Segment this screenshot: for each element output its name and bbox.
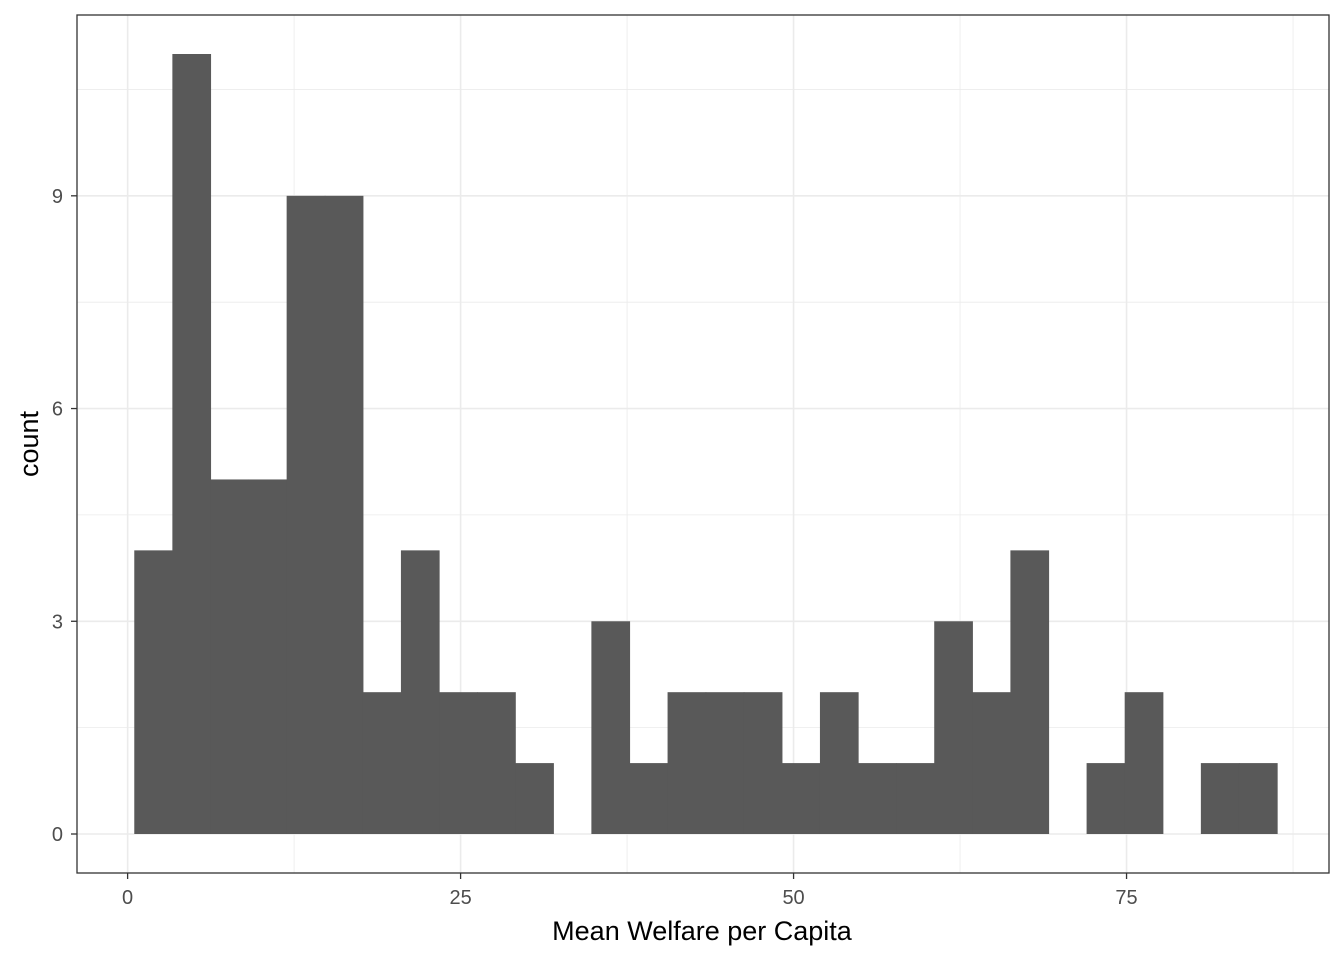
histogram-bar — [705, 692, 745, 834]
x-axis-ticks: 0 25 50 75 — [122, 873, 1138, 909]
histogram-bar — [134, 550, 173, 834]
histogram-bar — [1010, 550, 1050, 834]
histogram-bar — [1086, 763, 1126, 834]
y-tick-label: 0 — [52, 824, 63, 846]
histogram-bar — [324, 195, 364, 834]
histogram-bar — [515, 763, 554, 834]
histogram-bar — [858, 763, 897, 834]
histogram-bars — [134, 54, 1278, 834]
x-tick-label: 75 — [1115, 887, 1137, 909]
histogram-bar — [362, 692, 402, 834]
x-tick-label: 0 — [122, 887, 133, 909]
histogram-bar — [781, 763, 821, 834]
y-axis-ticks: 0 3 6 9 — [52, 186, 77, 846]
histogram-bar — [934, 621, 973, 834]
histogram-bar — [1238, 763, 1278, 834]
x-tick-label: 25 — [449, 887, 471, 909]
histogram-bar — [743, 692, 783, 834]
histogram-bar — [819, 692, 859, 834]
y-tick-label: 6 — [52, 399, 63, 421]
histogram-bar — [286, 195, 326, 834]
histogram-bar — [896, 763, 935, 834]
histogram-bar — [477, 692, 516, 834]
histogram-bar — [1200, 763, 1240, 834]
histogram-bar — [1124, 692, 1164, 834]
histogram-bar — [210, 479, 250, 834]
histogram-bar — [667, 692, 707, 834]
x-axis-title: Mean Welfare per Capita — [552, 916, 853, 946]
histogram-bar — [172, 54, 212, 834]
y-axis-title: count — [14, 410, 44, 477]
histogram-bar — [248, 479, 288, 834]
histogram-bar — [400, 550, 440, 834]
histogram-bar — [439, 692, 478, 834]
histogram-bar — [629, 763, 669, 834]
y-tick-label: 9 — [52, 186, 63, 208]
y-tick-label: 3 — [52, 611, 63, 633]
histogram-bar — [591, 621, 631, 834]
panel-border — [76, 14, 1330, 874]
x-tick-label: 50 — [782, 887, 804, 909]
histogram-bar — [972, 692, 1012, 834]
